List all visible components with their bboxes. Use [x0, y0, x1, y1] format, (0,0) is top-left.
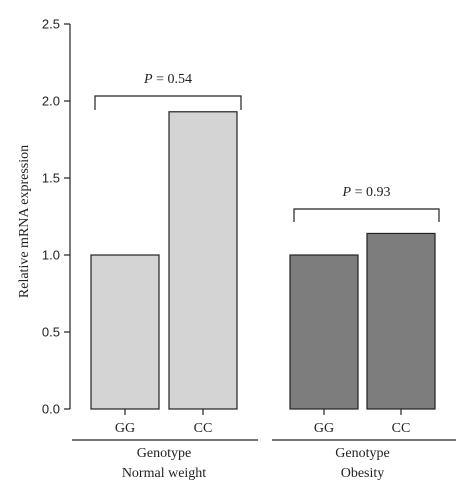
category-label: CC — [194, 421, 213, 436]
bar-cc-obesity — [366, 232, 436, 410]
genotype-label: Genotype — [137, 446, 191, 461]
y-tick-label: 0.0 — [42, 402, 60, 417]
category-label: GG — [115, 421, 135, 436]
y-axis: 0.0 0.5 1.0 1.5 2.0 2.5 — [42, 17, 71, 417]
y-tick-label: 2.5 — [42, 17, 60, 32]
y-tick-label: 2.0 — [42, 94, 60, 109]
significance-annotations: P = 0.54 P = 0.93 — [94, 72, 440, 222]
y-tick-label: 0.5 — [42, 325, 60, 340]
y-tick-label: 1.5 — [42, 171, 60, 186]
significance-bracket — [293, 208, 440, 222]
bar-cc-normal-weight — [168, 111, 238, 410]
significance-bracket — [94, 95, 242, 110]
bar-gg-obesity — [289, 254, 359, 410]
bar-gg-normal-weight — [90, 254, 160, 410]
condition-label: Obesity — [341, 466, 385, 481]
y-axis-title: Relative mRNA expression — [17, 145, 32, 298]
p-value-label: P = 0.54 — [143, 72, 192, 87]
genotype-label: Genotype — [335, 446, 389, 461]
y-tick-label: 1.0 — [42, 248, 60, 263]
category-label: GG — [314, 421, 334, 436]
condition-label: Normal weight — [122, 466, 206, 481]
p-value-label: P = 0.93 — [342, 185, 391, 200]
category-label: CC — [392, 421, 411, 436]
bars — [90, 111, 436, 410]
